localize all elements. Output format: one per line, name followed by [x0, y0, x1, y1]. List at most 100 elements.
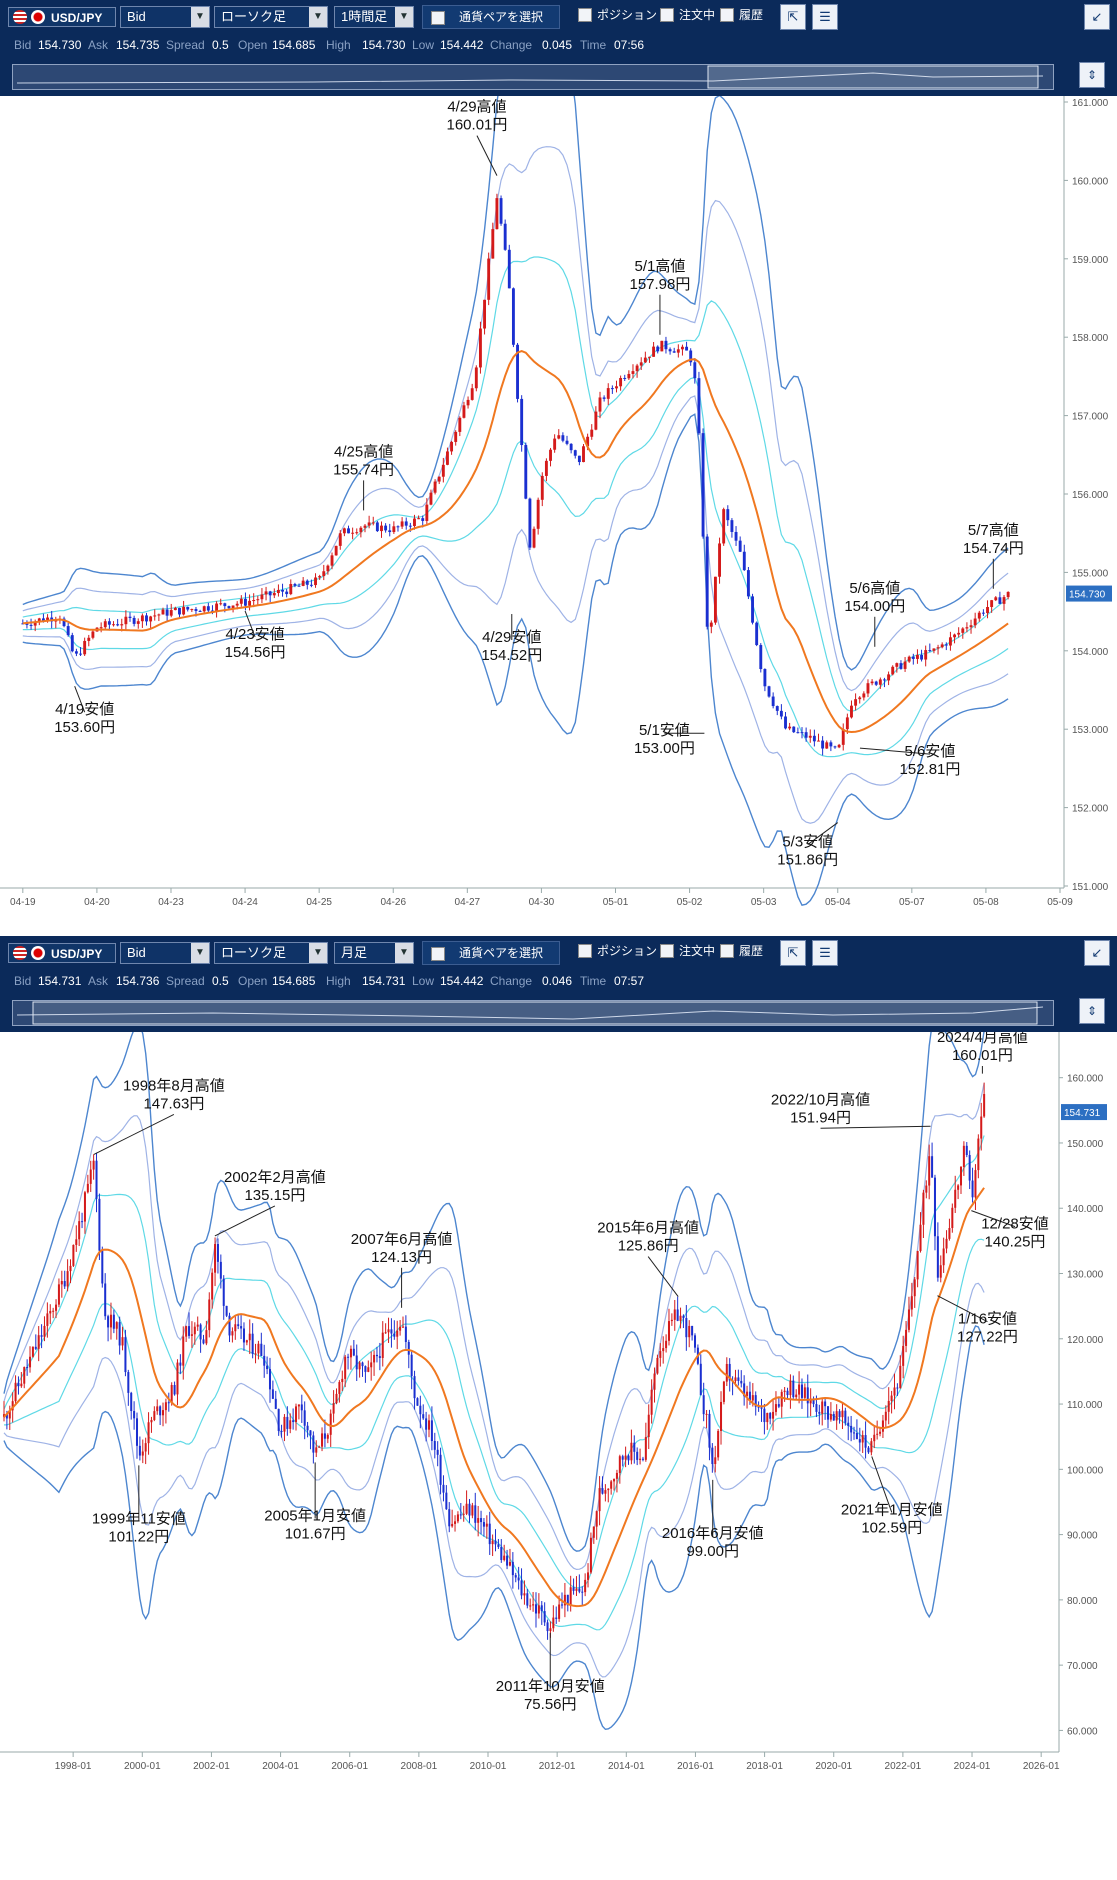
y-tick-label: 153.000 [1072, 725, 1109, 736]
candle-body [485, 1523, 488, 1527]
candle-body [26, 1367, 29, 1369]
candle-body [783, 1390, 786, 1392]
candle-body [829, 742, 833, 747]
history-checkbox[interactable] [720, 8, 734, 22]
annotation-title: 1/16安値 [958, 1311, 1017, 1328]
annotation-title: 2021年1月安値 [841, 1501, 943, 1518]
candle-body [524, 445, 528, 499]
y-tick-label: 140.000 [1067, 1204, 1104, 1215]
candle-body [800, 1384, 803, 1398]
annotation-arrow [647, 1256, 679, 1297]
settings-list-icon[interactable]: ☰ [812, 4, 838, 30]
symbol-selector[interactable]: USD/JPY [8, 943, 116, 963]
candle-body [491, 229, 495, 259]
select-pair-button[interactable]: 通貨ペアを選択 [422, 5, 560, 29]
y-tick-label: 154.000 [1072, 647, 1109, 658]
candle-body [679, 1315, 682, 1321]
candle-body [517, 1577, 520, 1581]
history-checkbox[interactable] [720, 944, 734, 958]
candle-body [595, 1511, 598, 1527]
x-tick-label: 04-30 [529, 897, 555, 908]
annotation-title: 5/6安値 [905, 743, 956, 760]
candle-body [939, 1265, 942, 1278]
annotation-title: 5/6高値 [849, 580, 900, 597]
candle-body [693, 1335, 697, 1348]
candle-body [792, 1380, 795, 1398]
candle-body [887, 1400, 890, 1412]
symbol-selector[interactable]: USD/JPY [8, 7, 116, 27]
candle-body [925, 1185, 928, 1193]
candle-body [193, 1326, 196, 1335]
candle-body [919, 1224, 922, 1251]
candle-body [775, 706, 779, 711]
candle-body [225, 1305, 228, 1316]
candle-body [578, 1588, 581, 1592]
candle-body [549, 449, 552, 461]
candle-body [598, 397, 602, 412]
candle-body [14, 1382, 17, 1402]
annotation-price: 153.00円 [634, 740, 695, 757]
quote-label: Low [412, 38, 435, 52]
candle-body [410, 1354, 413, 1377]
select-pair-button[interactable]: 通貨ペアを選択 [422, 941, 560, 965]
candle-body [29, 1356, 32, 1368]
candle-body [913, 1279, 916, 1297]
price-type-select[interactable]: Bid ▼ [120, 6, 210, 28]
candle-body [936, 647, 940, 649]
position-checkbox[interactable] [578, 944, 592, 958]
price-type-select[interactable]: Bid ▼ [120, 942, 210, 964]
candle-body [725, 1363, 728, 1382]
minimize-icon[interactable]: ↙ [1084, 4, 1110, 30]
candle-body [277, 1408, 280, 1431]
period-select[interactable]: 1時間足 ▼ [334, 6, 414, 28]
period-select[interactable]: 月足 ▼ [334, 942, 414, 964]
orders-label: 注文中 [679, 944, 716, 958]
candle-body [33, 621, 37, 626]
candle-body [907, 1309, 910, 1330]
candle-body [971, 1180, 974, 1198]
candle-body [720, 1401, 723, 1431]
annotation-price: 160.01円 [447, 117, 508, 134]
scroll-latest-icon[interactable]: ⇕ [1079, 62, 1105, 88]
candle-body [248, 600, 252, 606]
candle-body [400, 521, 404, 527]
quote-label: High [326, 38, 351, 52]
candle-body [355, 532, 359, 534]
candle-body [300, 1404, 303, 1411]
candle-body [364, 1366, 367, 1372]
candle-body [652, 346, 656, 357]
candle-body [526, 1593, 529, 1606]
scroll-latest-icon[interactable]: ⇕ [1079, 998, 1105, 1024]
navigator-scrollbar[interactable] [12, 64, 1054, 90]
annotation-title: 2022/10月高値 [771, 1091, 870, 1108]
candle-body [507, 249, 511, 289]
candle-body [124, 616, 128, 625]
candle-body [173, 1385, 176, 1395]
candle-body [734, 1377, 737, 1382]
candle-body [392, 526, 396, 533]
candle-body [520, 398, 524, 446]
position-checkbox[interactable] [578, 8, 592, 22]
orders-checkbox[interactable] [660, 8, 674, 22]
orders-checkbox[interactable] [660, 944, 674, 958]
candle-body [260, 594, 264, 600]
chart-tool-icon[interactable]: ⇱ [780, 4, 806, 30]
settings-list-icon[interactable]: ☰ [812, 940, 838, 966]
candle-body [665, 1340, 668, 1349]
annotation-price: 154.74円 [963, 540, 1024, 557]
x-tick-label: 2000-01 [124, 1761, 161, 1772]
annotation-price: 102.59円 [861, 1519, 922, 1536]
chart-tool-icon[interactable]: ⇱ [780, 940, 806, 966]
chart-style-select[interactable]: ローソク足 ▼ [214, 942, 328, 964]
chart-style-select[interactable]: ローソク足 ▼ [214, 6, 328, 28]
candle-body [112, 624, 115, 626]
candle-body [742, 551, 746, 571]
candle-body [135, 1418, 139, 1446]
x-tick-label: 04-23 [158, 897, 184, 908]
candle-body [688, 1325, 691, 1338]
candle-body [242, 1328, 245, 1343]
navigator-scrollbar[interactable] [12, 1000, 1054, 1026]
minimize-icon[interactable]: ↙ [1084, 940, 1110, 966]
candle-body [286, 1416, 289, 1429]
candle-body [396, 526, 400, 528]
